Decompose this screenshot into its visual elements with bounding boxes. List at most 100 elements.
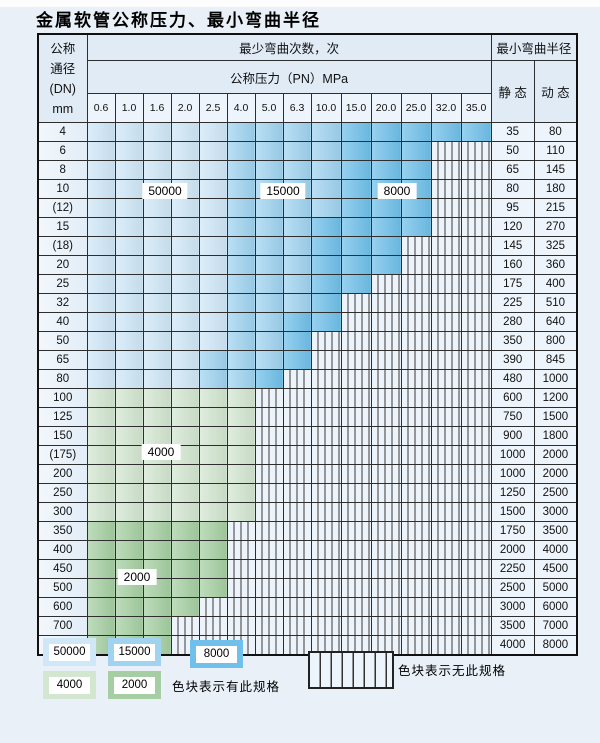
spec-cell bbox=[226, 293, 256, 313]
no-spec-cell bbox=[370, 312, 402, 332]
no-spec-cell bbox=[310, 388, 342, 408]
spec-cell bbox=[254, 198, 284, 218]
no-spec-cell bbox=[254, 483, 284, 503]
no-spec-cell bbox=[460, 445, 492, 465]
spec-cell bbox=[226, 445, 256, 465]
no-spec-cell bbox=[310, 540, 342, 560]
spec-cell bbox=[114, 141, 144, 161]
no-spec-cell bbox=[400, 597, 432, 617]
no-spec-cell bbox=[370, 578, 402, 598]
dn-header-line: 公称 bbox=[50, 41, 76, 56]
spec-cell bbox=[114, 274, 144, 294]
spec-cell bbox=[142, 236, 172, 256]
spec-cell bbox=[86, 331, 116, 351]
spec-cell bbox=[226, 350, 256, 370]
no-spec-cell bbox=[310, 578, 342, 598]
no-spec-cell bbox=[340, 540, 372, 560]
legend-no-spec-note: 色块表示无此规格 bbox=[398, 664, 507, 678]
no-spec-cell bbox=[310, 331, 342, 351]
dn-cell: 600 bbox=[37, 597, 88, 617]
no-spec-cell bbox=[430, 540, 462, 560]
dynamic-radius-cell: 360 bbox=[533, 255, 578, 275]
spec-cell bbox=[310, 217, 342, 237]
spec-cell bbox=[142, 388, 172, 408]
spec-cell bbox=[170, 312, 200, 332]
no-spec-cell bbox=[310, 483, 342, 503]
no-spec-cell bbox=[282, 540, 312, 560]
spec-cell bbox=[226, 464, 256, 484]
dynamic-radius-cell: 325 bbox=[533, 236, 578, 256]
table-row: 10 80 180 bbox=[37, 179, 578, 199]
dynamic-radius-cell: 1200 bbox=[533, 388, 578, 408]
no-spec-cell bbox=[400, 407, 432, 427]
spec-cell bbox=[114, 312, 144, 332]
table-row: 15 120 270 bbox=[37, 217, 578, 237]
dynamic-radius-cell: 145 bbox=[533, 160, 578, 180]
no-spec-cell bbox=[430, 464, 462, 484]
no-spec-cell bbox=[460, 388, 492, 408]
table-row: 400 2000 4000 bbox=[37, 540, 578, 560]
dn-cell: 4 bbox=[37, 122, 88, 142]
table-row: 32 225 510 bbox=[37, 293, 578, 313]
spec-cell bbox=[226, 236, 256, 256]
no-spec-cell bbox=[430, 578, 462, 598]
no-spec-cell bbox=[460, 369, 492, 389]
no-spec-cell bbox=[400, 388, 432, 408]
static-column-header: 静 态 bbox=[490, 60, 535, 123]
spec-cell bbox=[282, 198, 312, 218]
bend-cycles-header: 最少弯曲次数，次 bbox=[86, 33, 492, 61]
spec-cell bbox=[198, 369, 228, 389]
spec-cell bbox=[170, 217, 200, 237]
spec-cell bbox=[198, 388, 228, 408]
spec-cell bbox=[142, 350, 172, 370]
zone-value-label: 8000 bbox=[377, 183, 417, 199]
dn-cell: 700 bbox=[37, 616, 88, 636]
legend-swatch: 4000 bbox=[43, 671, 96, 699]
spec-cell bbox=[198, 331, 228, 351]
spec-cell bbox=[226, 122, 256, 142]
spec-cell bbox=[86, 274, 116, 294]
table-row: 600 3000 6000 bbox=[37, 597, 578, 617]
dn-cell: 40 bbox=[37, 312, 88, 332]
spec-cell bbox=[198, 274, 228, 294]
no-spec-cell bbox=[282, 635, 312, 656]
spec-cell bbox=[114, 502, 144, 522]
no-spec-cell bbox=[340, 521, 372, 541]
spec-cell bbox=[370, 160, 402, 180]
dynamic-radius-cell: 3500 bbox=[533, 521, 578, 541]
dynamic-radius-cell: 800 bbox=[533, 331, 578, 351]
spec-cell bbox=[400, 160, 432, 180]
no-spec-cell bbox=[340, 559, 372, 579]
hose-spec-table: 公称 通径 (DN) mm 最少弯曲次数，次 最小弯曲半径 公称压力（PN）MP… bbox=[37, 33, 579, 656]
no-spec-cell bbox=[430, 293, 462, 313]
spec-cell bbox=[198, 502, 228, 522]
spec-cell bbox=[170, 388, 200, 408]
dn-header-line: 通径 bbox=[50, 61, 76, 76]
no-spec-cell bbox=[370, 483, 402, 503]
spec-cell bbox=[86, 502, 116, 522]
spec-cell bbox=[430, 122, 462, 142]
no-spec-cell bbox=[370, 597, 402, 617]
spec-cell bbox=[142, 616, 172, 636]
no-spec-cell bbox=[400, 502, 432, 522]
no-spec-cell bbox=[310, 426, 342, 446]
no-spec-cell bbox=[400, 445, 432, 465]
no-spec-cell bbox=[340, 483, 372, 503]
spec-cell bbox=[370, 236, 402, 256]
static-radius-cell: 145 bbox=[490, 236, 535, 256]
spec-cell bbox=[142, 521, 172, 541]
dn-cell: 100 bbox=[37, 388, 88, 408]
spec-cell bbox=[142, 217, 172, 237]
spec-cell bbox=[142, 122, 172, 142]
dn-cell: 350 bbox=[37, 521, 88, 541]
spec-cell bbox=[142, 331, 172, 351]
dn-cell: 25 bbox=[37, 274, 88, 294]
spec-cell bbox=[254, 274, 284, 294]
spec-cell bbox=[226, 160, 256, 180]
spec-cell bbox=[226, 217, 256, 237]
zone-value-label: 4000 bbox=[141, 444, 181, 460]
dynamic-radius-cell: 640 bbox=[533, 312, 578, 332]
no-spec-cell bbox=[400, 616, 432, 636]
table-row: 150 900 1800 bbox=[37, 426, 578, 446]
spec-cell bbox=[226, 312, 256, 332]
